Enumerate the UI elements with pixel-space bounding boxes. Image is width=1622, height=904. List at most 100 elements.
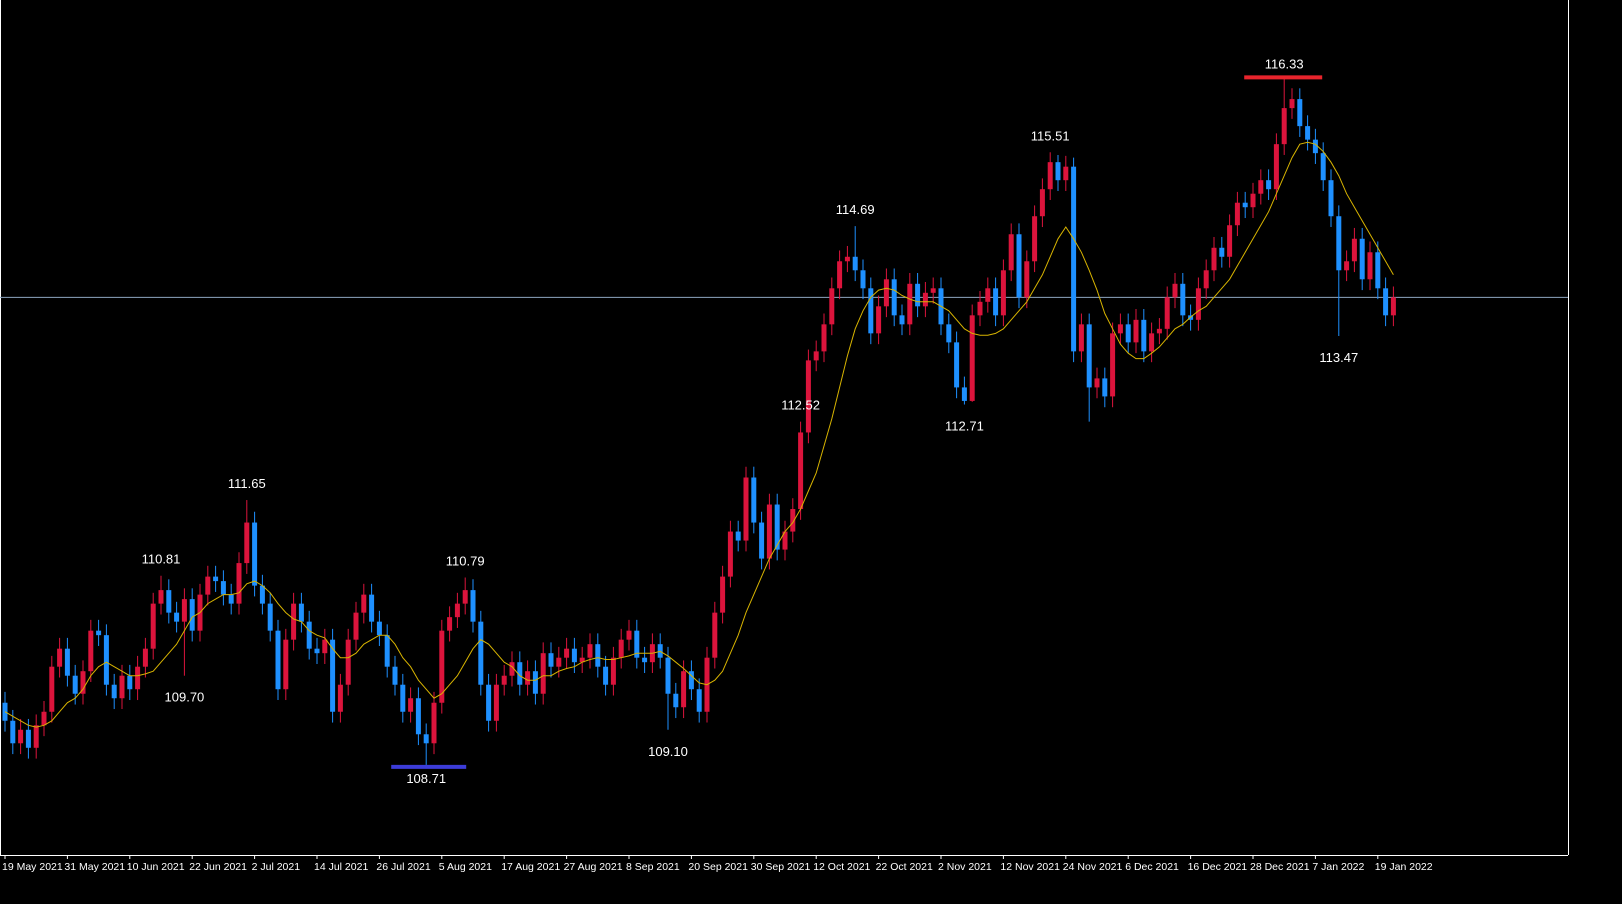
candle-body [525,671,531,685]
candle-body [759,522,765,559]
annotation-label: 113.47 [1319,350,1358,365]
candle-body [439,630,445,703]
x-tick-label: 12 Oct 2021 [813,861,870,873]
candle-body [735,531,741,541]
x-tick-label: 6 Dec 2021 [1125,861,1179,873]
candle-body [1312,139,1318,154]
candle-body [314,648,320,654]
candle-body [860,270,866,289]
candle-body [64,648,70,676]
candle-body [447,617,453,631]
candle-body [1047,162,1053,190]
candle-body [1000,270,1006,316]
candle-body [25,729,31,748]
candle-body [353,612,359,640]
candle-body [1172,283,1178,298]
candle-body [727,531,733,577]
candle-body [688,671,694,690]
x-tick-label: 8 Sep 2021 [626,861,680,873]
x-tick-label: 5 Aug 2021 [439,861,492,873]
candle-body [907,283,913,325]
candle-body [330,639,336,712]
candle-body [166,590,172,613]
candle-body [501,675,507,685]
candle-body [376,621,382,636]
candle-body [72,675,78,694]
candle-body [150,603,156,649]
candle-body [1156,328,1162,334]
candle-body [205,576,211,595]
candle-body [275,630,281,690]
moving-average [4,141,1394,728]
candle-body [158,590,164,604]
candle-body [384,635,390,667]
annotation-label: 112.52 [781,398,820,413]
candle-body [189,599,195,631]
candle-body [1203,270,1209,289]
candle-body [119,675,125,699]
candle-body [1336,216,1342,271]
candle-body [837,261,843,289]
candle-body [493,684,499,721]
x-tick-label: 7 Jan 2022 [1312,861,1364,873]
candle-body [774,504,780,550]
candle-body [1359,238,1365,280]
candle-body [766,504,772,559]
candle-body [1211,247,1217,271]
annotation-label: 116.33 [1265,56,1304,71]
candle-body [41,711,47,726]
candle-body [891,279,897,316]
candle-body [462,590,468,604]
candle-body [1039,189,1045,217]
candle-body [532,671,538,694]
candle-body [1016,234,1022,298]
candle-body [431,702,437,744]
candle-body [80,671,86,694]
candle-body [665,657,671,694]
x-tick-label: 24 Nov 2021 [1063,861,1123,873]
candle-body [1094,378,1100,388]
candle-body [400,684,406,712]
candle-body [1375,252,1381,289]
candle-body [868,288,874,334]
annotation-label: 110.79 [446,554,485,569]
candle-body [361,594,367,613]
candle-body [306,621,312,649]
candle-body [392,666,398,685]
candle-body [751,477,757,523]
candle-body [634,630,640,658]
candle-body [135,666,141,690]
candle-body [556,657,562,667]
candle-body [1219,247,1225,257]
candle-body [1125,324,1131,343]
candle-body [876,306,882,334]
candle-body [1281,108,1287,145]
annotation-label: 110.81 [142,552,181,567]
x-tick-label: 16 Dec 2021 [1188,861,1248,873]
x-tick-label: 20 Sep 2021 [688,861,748,873]
candle-body [720,576,726,613]
candle-body [1110,333,1116,397]
candle-body [1367,252,1373,280]
candle-body [899,315,905,325]
candle-body [1305,126,1311,140]
x-tick-label: 17 Aug 2021 [501,861,560,873]
candle-body [423,734,429,744]
candle-body [977,301,983,316]
candle-body [1086,324,1092,388]
candle-body [337,684,343,712]
candle-body [142,648,148,667]
candle-body [548,653,554,667]
candle-body [1227,225,1233,257]
candle-body [930,288,936,293]
candle-body [782,531,788,550]
x-tick-label: 22 Oct 2021 [876,861,933,873]
annotation-label: 114.69 [836,202,875,217]
candle-body [610,657,616,685]
candle-body [213,576,219,582]
x-tick-label: 31 May 2021 [64,861,125,873]
candle-body [10,720,16,744]
